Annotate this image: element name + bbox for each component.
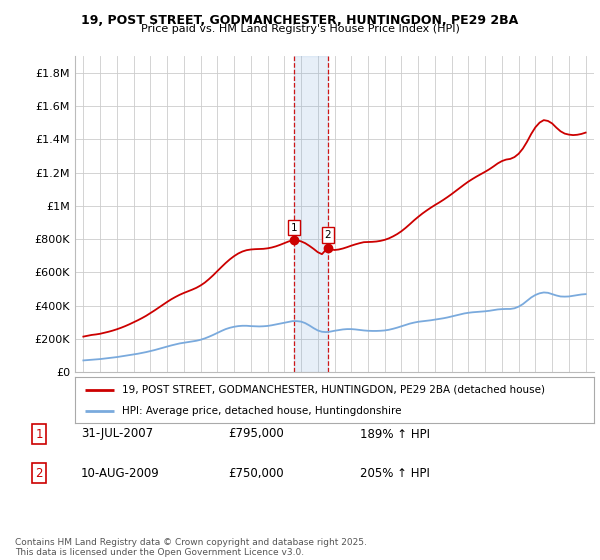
Text: Contains HM Land Registry data © Crown copyright and database right 2025.
This d: Contains HM Land Registry data © Crown c…	[15, 538, 367, 557]
Text: 19, POST STREET, GODMANCHESTER, HUNTINGDON, PE29 2BA: 19, POST STREET, GODMANCHESTER, HUNTINGD…	[82, 14, 518, 27]
Text: 2: 2	[325, 230, 331, 240]
Text: 205% ↑ HPI: 205% ↑ HPI	[360, 466, 430, 480]
Text: 31-JUL-2007: 31-JUL-2007	[81, 427, 153, 441]
Text: 10-AUG-2009: 10-AUG-2009	[81, 466, 160, 480]
Text: HPI: Average price, detached house, Huntingdonshire: HPI: Average price, detached house, Hunt…	[122, 407, 401, 416]
Text: 2: 2	[35, 466, 43, 480]
Text: £795,000: £795,000	[228, 427, 284, 441]
Text: 1: 1	[35, 427, 43, 441]
Bar	[294, 56, 328, 372]
Text: 19, POST STREET, GODMANCHESTER, HUNTINGDON, PE29 2BA (detached house): 19, POST STREET, GODMANCHESTER, HUNTINGD…	[122, 385, 545, 395]
Text: £750,000: £750,000	[228, 466, 284, 480]
Text: 1: 1	[290, 222, 297, 232]
Text: Price paid vs. HM Land Registry's House Price Index (HPI): Price paid vs. HM Land Registry's House …	[140, 24, 460, 34]
Text: 189% ↑ HPI: 189% ↑ HPI	[360, 427, 430, 441]
